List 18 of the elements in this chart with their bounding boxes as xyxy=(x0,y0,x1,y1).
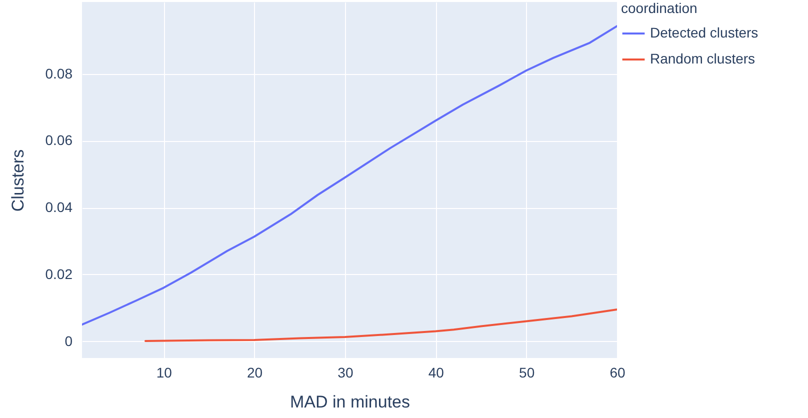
x-tick-label: 50 xyxy=(519,364,535,380)
x-tick-label: 40 xyxy=(428,364,444,380)
line-series xyxy=(82,25,617,326)
y-tick-label: 0.08 xyxy=(45,65,73,82)
line-series xyxy=(144,308,617,342)
legend-label: Detected clusters xyxy=(650,24,758,40)
x-tick-label: 10 xyxy=(156,364,172,380)
x-tick-label: 30 xyxy=(338,364,354,380)
x-tick-label: 20 xyxy=(247,364,263,380)
x-axis-title: MAD in minutes xyxy=(290,392,410,412)
y-tick-label: 0 xyxy=(64,332,73,349)
y-tick-label: 0.04 xyxy=(45,199,73,216)
y-tick-label: 0.06 xyxy=(45,132,73,148)
y-axis-title: Clusters xyxy=(8,149,28,212)
legend-label: Random clusters xyxy=(650,50,756,66)
x-tick-label: 60 xyxy=(610,364,626,380)
legend-title: coordination xyxy=(621,0,698,16)
y-tick-label: 0.02 xyxy=(45,266,73,282)
